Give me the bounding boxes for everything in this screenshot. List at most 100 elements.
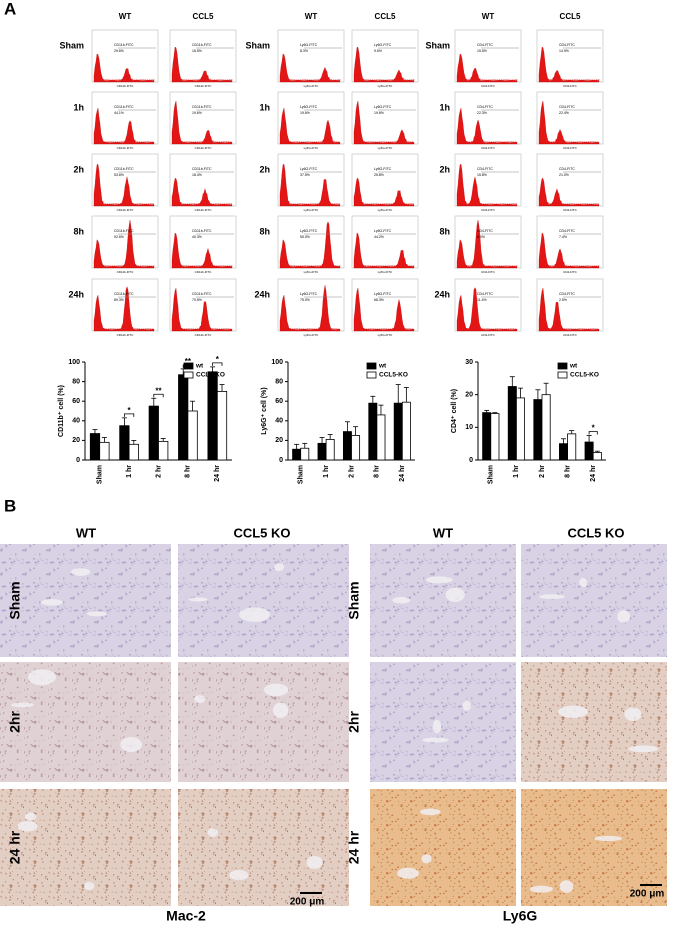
micrograph bbox=[178, 662, 349, 782]
x-tick-label: 8 hr bbox=[374, 465, 381, 478]
row-label: 8h bbox=[439, 226, 450, 236]
vessel bbox=[188, 597, 208, 602]
gate-marker: CD11b-FITC bbox=[192, 292, 212, 296]
bar bbox=[507, 386, 517, 461]
gate-marker: Ly6G-FITC bbox=[374, 43, 392, 47]
histogram bbox=[353, 288, 415, 332]
column-header: CCL5 bbox=[193, 12, 214, 21]
vessel bbox=[86, 611, 107, 617]
histogram bbox=[456, 287, 518, 332]
axis-marker: Ly6G-FITC bbox=[304, 146, 320, 150]
vessel bbox=[425, 576, 453, 584]
histogram-frame bbox=[536, 153, 604, 207]
axis-marker: CD11b-FITC bbox=[117, 84, 135, 88]
histogram bbox=[456, 108, 518, 145]
bar bbox=[490, 413, 500, 461]
gate-percent: 15.5% bbox=[477, 49, 487, 53]
vessel bbox=[84, 881, 95, 891]
row-label: 24 hr bbox=[346, 830, 362, 864]
row-label: 2hr bbox=[7, 711, 23, 733]
gate-marker: CD11b-FITC bbox=[114, 292, 134, 296]
bar bbox=[119, 425, 130, 461]
axis-marker: CD11b-FITC bbox=[117, 208, 135, 212]
y-tick-label: 100 bbox=[68, 359, 80, 366]
vessel bbox=[306, 856, 323, 869]
histogram bbox=[538, 288, 600, 332]
y-tick-label: 0 bbox=[469, 457, 473, 464]
histogram bbox=[93, 219, 155, 269]
axis-marker: CD11b-FITC bbox=[195, 270, 213, 274]
axis-marker: CD4-FITC bbox=[563, 84, 577, 88]
y-tick-label: 100 bbox=[271, 359, 283, 366]
gate-marker: Ly6G-FITC bbox=[300, 105, 318, 109]
gate-percent: 89.3% bbox=[114, 298, 124, 302]
bar bbox=[292, 448, 302, 461]
axis-marker: CD4-FITC bbox=[563, 270, 577, 274]
y-tick-label: 0 bbox=[76, 457, 80, 464]
row-label: Sham bbox=[245, 40, 270, 50]
bar bbox=[482, 412, 492, 461]
axis-marker: CD11b-FITC bbox=[195, 84, 213, 88]
axis-marker: Ly6G-FITC bbox=[304, 270, 320, 274]
bar bbox=[342, 431, 352, 461]
row-label: 2h bbox=[73, 164, 84, 174]
vessel bbox=[420, 808, 441, 816]
vessel bbox=[422, 737, 449, 743]
row-label: 2hr bbox=[346, 711, 362, 733]
bar bbox=[559, 443, 569, 461]
histogram-frame bbox=[351, 153, 419, 207]
column-header: WT bbox=[433, 525, 453, 540]
x-tick-label: 2 hr bbox=[155, 465, 162, 478]
column-header: WT bbox=[482, 12, 495, 21]
gate-marker: CD4-FITC bbox=[559, 43, 575, 47]
bar bbox=[187, 410, 198, 461]
histogram bbox=[279, 221, 341, 269]
panel-label: B bbox=[4, 496, 16, 515]
bar bbox=[158, 440, 169, 461]
bar bbox=[368, 402, 378, 461]
vessel bbox=[529, 885, 553, 893]
row-label: Sham bbox=[346, 581, 362, 619]
histogram bbox=[456, 163, 518, 207]
histogram bbox=[353, 46, 415, 83]
axis-marker: CD4-FITC bbox=[563, 146, 577, 150]
column-header: WT bbox=[305, 12, 318, 21]
vessel bbox=[538, 594, 566, 600]
vessel bbox=[397, 867, 419, 879]
axis-marker: CD11b-FITC bbox=[195, 146, 213, 150]
histogram bbox=[538, 232, 600, 269]
histogram bbox=[93, 163, 155, 207]
vessel bbox=[617, 610, 631, 623]
bar bbox=[401, 401, 411, 461]
gate-percent: 92.6% bbox=[114, 235, 124, 239]
gate-percent: 29.6% bbox=[114, 49, 124, 53]
histogram bbox=[171, 100, 233, 145]
scale-bar-label: 200 μm bbox=[290, 897, 325, 908]
histogram-frame bbox=[277, 91, 345, 145]
histogram-frame bbox=[536, 278, 604, 332]
x-tick-label: 24 hr bbox=[214, 465, 221, 482]
vessel bbox=[263, 683, 289, 697]
gate-marker: Ly6G-FITC bbox=[300, 167, 318, 171]
gate-marker: CD4-FITC bbox=[477, 167, 493, 171]
vessel bbox=[445, 587, 465, 603]
vessel bbox=[17, 821, 38, 832]
histogram-frame bbox=[536, 215, 604, 269]
gate-percent: 40.3% bbox=[192, 235, 202, 239]
axis-marker: CD11b-FITC bbox=[117, 333, 135, 337]
histogram-frame bbox=[351, 29, 419, 83]
histogram-frame bbox=[454, 153, 522, 207]
row-label: 8h bbox=[259, 226, 270, 236]
gate-marker: CD4-FITC bbox=[559, 292, 575, 296]
legend-label: wt bbox=[569, 363, 578, 370]
legend-swatch bbox=[366, 371, 377, 379]
legend-label: CCL5-KO bbox=[379, 372, 408, 379]
vessel bbox=[27, 669, 56, 686]
x-tick-label: 1 hr bbox=[323, 465, 330, 478]
bar bbox=[128, 443, 139, 461]
gate-marker: CD4-FITC bbox=[559, 229, 575, 233]
bar bbox=[584, 441, 594, 461]
x-tick-label: Sham bbox=[298, 465, 305, 484]
micrograph bbox=[0, 662, 171, 782]
